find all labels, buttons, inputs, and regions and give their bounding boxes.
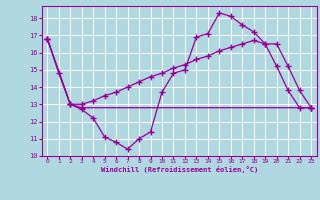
- X-axis label: Windchill (Refroidissement éolien,°C): Windchill (Refroidissement éolien,°C): [100, 166, 258, 173]
